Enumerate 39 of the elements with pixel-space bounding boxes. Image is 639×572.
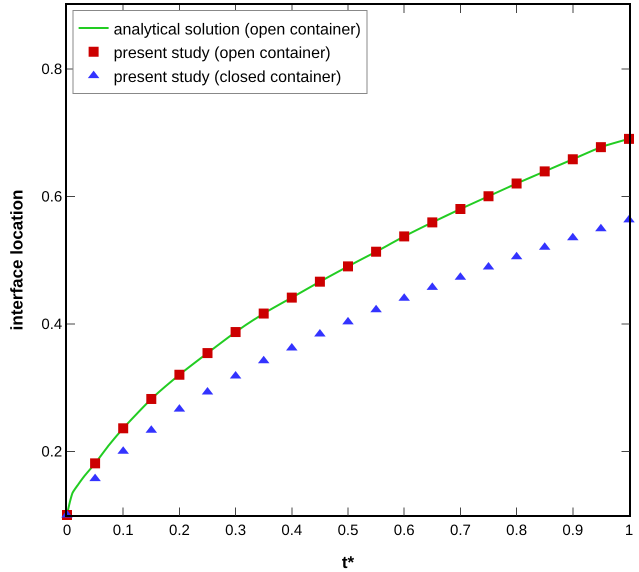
point bbox=[146, 394, 156, 404]
x-tick-label: 0.4 bbox=[281, 522, 302, 539]
point bbox=[343, 261, 353, 272]
point bbox=[230, 327, 241, 338]
point bbox=[118, 423, 128, 434]
point bbox=[202, 348, 212, 358]
point bbox=[258, 308, 269, 319]
x-tick-label: 0.3 bbox=[225, 522, 246, 539]
y-axis-title: interface location bbox=[8, 190, 26, 330]
x-tick-label: 1 bbox=[624, 522, 634, 539]
y-tick-label: 0.6 bbox=[41, 188, 62, 206]
point bbox=[568, 154, 578, 164]
point bbox=[314, 276, 325, 287]
x-tick-label: 0.8 bbox=[506, 522, 528, 539]
point bbox=[455, 204, 466, 214]
point bbox=[512, 178, 522, 188]
x-tick-label: 0.5 bbox=[338, 522, 358, 539]
point bbox=[90, 458, 100, 468]
point bbox=[399, 231, 410, 242]
point bbox=[371, 246, 382, 257]
point bbox=[484, 191, 494, 202]
x-tick-label: 0.7 bbox=[450, 522, 471, 539]
point bbox=[286, 292, 297, 303]
legend-label: analytical solution (open container) bbox=[114, 21, 361, 38]
point bbox=[540, 166, 550, 176]
point bbox=[174, 370, 184, 380]
y-tick-label: 0.4 bbox=[41, 316, 62, 333]
point bbox=[596, 142, 606, 152]
y-tick-label: 0.8 bbox=[41, 61, 62, 78]
x-tick-label: 0.6 bbox=[394, 522, 415, 539]
y-tick-label: 0.2 bbox=[41, 444, 62, 460]
x-tick-label: 0 bbox=[62, 522, 72, 539]
x-axis-title: t* bbox=[342, 553, 355, 572]
x-tick-label: 0.2 bbox=[168, 522, 190, 539]
legend-label: present study (closed container) bbox=[114, 68, 342, 86]
x-tick-label: 0.9 bbox=[562, 522, 584, 539]
x-tick-label: 0.1 bbox=[112, 522, 134, 539]
legend-label: present study (open container) bbox=[114, 45, 331, 62]
point bbox=[427, 217, 438, 228]
